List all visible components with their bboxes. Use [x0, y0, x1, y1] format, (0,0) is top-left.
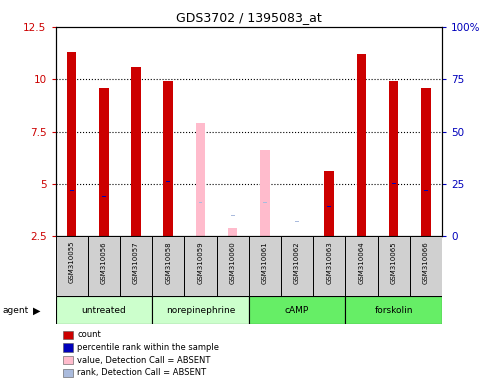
Bar	[88, 236, 120, 296]
Bar	[166, 181, 170, 182]
Bar	[359, 185, 363, 186]
Bar	[281, 236, 313, 296]
Bar	[134, 185, 138, 186]
Text: ▶: ▶	[33, 305, 41, 315]
Text: GSM310065: GSM310065	[391, 241, 397, 283]
Bar	[345, 236, 378, 296]
Text: GSM310061: GSM310061	[262, 241, 268, 284]
Bar	[345, 296, 442, 324]
Bar	[56, 296, 152, 324]
Text: count: count	[77, 330, 101, 339]
Bar	[216, 236, 249, 296]
Text: GSM310064: GSM310064	[358, 241, 365, 283]
Text: percentile rank within the sample: percentile rank within the sample	[77, 343, 219, 352]
Bar	[152, 296, 249, 324]
Text: forskolin: forskolin	[374, 306, 413, 314]
Text: rank, Detection Call = ABSENT: rank, Detection Call = ABSENT	[77, 368, 206, 377]
Bar	[263, 202, 267, 203]
Text: norepinephrine: norepinephrine	[166, 306, 235, 314]
Bar	[196, 123, 205, 236]
Bar	[313, 236, 345, 296]
Text: agent: agent	[2, 306, 28, 315]
Text: GSM310055: GSM310055	[69, 241, 75, 283]
Text: value, Detection Call = ABSENT: value, Detection Call = ABSENT	[77, 356, 211, 365]
Text: GSM310059: GSM310059	[198, 241, 203, 283]
Bar	[163, 81, 173, 236]
Text: untreated: untreated	[82, 306, 126, 314]
Bar	[356, 54, 366, 236]
Bar	[228, 228, 238, 236]
Bar	[421, 88, 431, 236]
Bar	[131, 67, 141, 236]
Bar	[67, 52, 76, 236]
Bar	[102, 196, 106, 197]
Bar	[152, 236, 185, 296]
Bar	[410, 236, 442, 296]
Text: GSM310057: GSM310057	[133, 241, 139, 283]
Text: GSM310066: GSM310066	[423, 241, 429, 284]
Text: GSM310060: GSM310060	[229, 241, 236, 284]
Bar	[295, 221, 299, 222]
Title: GDS3702 / 1395083_at: GDS3702 / 1395083_at	[176, 11, 322, 24]
Bar	[249, 236, 281, 296]
Bar	[249, 296, 345, 324]
Text: GSM310058: GSM310058	[165, 241, 171, 283]
Bar	[260, 151, 270, 236]
Text: GSM310056: GSM310056	[101, 241, 107, 283]
Bar	[185, 236, 216, 296]
Text: cAMP: cAMP	[285, 306, 309, 314]
Bar	[378, 236, 410, 296]
Bar	[389, 81, 398, 236]
Text: GSM310062: GSM310062	[294, 241, 300, 283]
Bar	[325, 171, 334, 236]
Bar	[199, 202, 202, 203]
Bar	[231, 215, 235, 216]
Bar	[56, 236, 88, 296]
Bar	[120, 236, 152, 296]
Bar	[99, 88, 109, 236]
Text: GSM310063: GSM310063	[326, 241, 332, 284]
